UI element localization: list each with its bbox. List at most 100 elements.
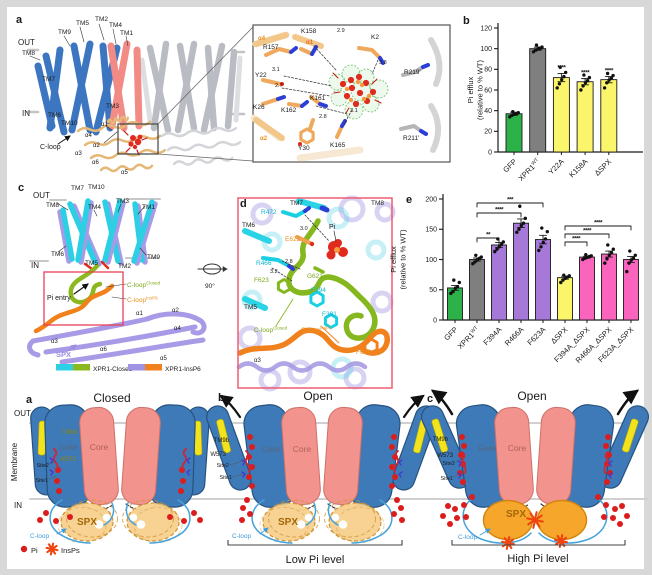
c-loop-closed-label: C-loopClosed	[254, 326, 288, 335]
inset-alpha2-label: α2	[260, 136, 268, 142]
chart-e-artwork: 0 50 100 150 200 Pi efflux (relative to % WT) G…	[390, 194, 639, 365]
open-title-c: Open	[517, 389, 546, 403]
tm8-label: TM8	[22, 50, 35, 57]
inset-alpha1-label: α1	[306, 40, 314, 46]
site2-label-c: Site2	[442, 461, 455, 467]
svg-text:(relative to % WT): (relative to % WT)	[399, 229, 408, 290]
svg-text:**: **	[486, 232, 491, 239]
tm5-label: TM5	[76, 20, 89, 27]
inset-r219-label: R219'	[404, 69, 421, 76]
svg-text:100: 100	[425, 257, 437, 264]
dist-2-8: 2.8	[285, 259, 293, 265]
tm6-label: TM6	[242, 222, 255, 229]
f394-label: F394	[311, 287, 326, 294]
c-loop-insp6-base: C-loop	[301, 327, 321, 334]
gate-label-c: Gate	[478, 443, 497, 453]
f623-insp6-label: F623	[356, 349, 371, 356]
legend-swatch-orange	[145, 364, 162, 371]
inset-r157-label: R157	[263, 44, 279, 51]
legend-xpr1-insp6: XPR1-InsP6	[165, 366, 201, 373]
membrane-label: Membrane	[10, 442, 19, 481]
svg-text:****: ****	[605, 68, 614, 75]
svg-text:(relative to % WT): (relative to % WT)	[476, 59, 485, 120]
closed-title: Closed	[93, 391, 130, 405]
tm10-label: TM10	[61, 120, 78, 127]
alpha1-label: α1	[101, 122, 108, 128]
panel-c-letter: c	[18, 182, 24, 194]
r466-label: R466	[256, 260, 272, 267]
panel-a-letter: a	[16, 14, 23, 26]
spx-label-a: SPX	[77, 517, 97, 528]
tm7-label: TM7	[290, 200, 303, 207]
alpha2-label: α2	[93, 143, 100, 149]
alpha2-label: α2	[172, 308, 179, 314]
model-c-letter: c	[427, 393, 433, 405]
panel-d-letter: d	[240, 198, 247, 210]
svg-text:Pi efflux: Pi efflux	[466, 76, 475, 103]
inset-k162-label: K162	[281, 107, 297, 114]
pi-entry-label: Pi entry	[47, 295, 71, 302]
c-loop-insp6-sup: InsP6	[320, 326, 332, 331]
svg-text:200: 200	[425, 196, 437, 203]
w573-label-c: W573	[437, 453, 453, 459]
svg-text:GFP: GFP	[501, 157, 518, 174]
g621-label: G621	[307, 273, 323, 280]
inset-dist-2-7: 2.7	[275, 83, 283, 89]
w573-label-b: W573	[210, 452, 226, 458]
inset-dist-3-1a: 3.1	[272, 67, 280, 73]
svg-text:****: ****	[581, 70, 590, 77]
gate-label-b: Gate	[262, 444, 281, 454]
svg-text:****: ****	[594, 220, 603, 227]
panel-d-zoom: d TM7 TM8 TM6 TM5 R472 3.0 Pi E622 R466 …	[236, 195, 396, 392]
rotation-90-label: 90°	[205, 282, 215, 290]
inset-alpha4-label: α4	[258, 36, 266, 42]
svg-text:****: ****	[495, 207, 504, 214]
inset-k165-label: K165	[330, 142, 346, 149]
tm4-label: TM4	[88, 204, 101, 211]
e622-label: E622	[285, 236, 301, 243]
legend-swatch-green	[73, 364, 90, 371]
legend-swatch-cyan	[56, 364, 73, 371]
svg-text:50: 50	[429, 287, 437, 294]
alpha6-label: α6	[100, 347, 107, 353]
tm7-label: TM7	[42, 76, 55, 83]
site1-label-a: Site1	[35, 478, 48, 484]
tm3-label: TM3	[106, 103, 119, 110]
svg-text:0: 0	[488, 149, 492, 156]
inset-y30-label: Y30	[298, 145, 310, 152]
core-label-a: Core	[90, 442, 109, 452]
spx-label-c: SPX	[506, 509, 526, 520]
spx-label-b: SPX	[278, 517, 298, 528]
model-row: a Closed OUT IN Membrane TM9b Gate Core …	[10, 389, 650, 566]
tm3-label: TM3	[116, 198, 129, 205]
tm9b-label-a: TM9b	[62, 430, 78, 436]
inset-r211-label: R211'	[403, 135, 419, 142]
svg-text:****: ****	[557, 64, 566, 71]
high-pi-level-label: High Pi level	[507, 553, 568, 565]
tm9-label: TM9	[58, 29, 71, 36]
alpha6-label: α6	[92, 160, 99, 166]
c-loop-label-a: C-loop	[30, 533, 50, 540]
svg-text:Pi efflux: Pi efflux	[390, 246, 398, 273]
tm2-label: TM2	[95, 16, 108, 23]
panel-b-letter: b	[463, 15, 470, 27]
c-loop-insp6-sup: InsP6	[146, 296, 158, 301]
c-loop-closed-label: C-loopClosed	[127, 281, 161, 290]
tm8-label: TM8	[46, 202, 59, 209]
out-label: OUT	[33, 191, 50, 200]
alpha5-label: α5	[121, 170, 128, 176]
model-artwork	[20, 389, 650, 556]
panel-a-structure: a OUT IN TM5 TM2 TM4 TM9 TM1 TM8 TM7 TM3…	[16, 14, 451, 176]
alpha3-label: α3	[75, 151, 82, 157]
f623-closed-label: F623	[254, 277, 269, 284]
low-pi-level-label: Low Pi level	[286, 554, 345, 566]
site1-label-b: Site1	[219, 475, 232, 481]
tm6-label: TM6	[51, 251, 64, 258]
panel-e-chart: 0 50 100 150 200 Pi efflux (relative to % WT) G…	[390, 194, 639, 365]
svg-text:GFP: GFP	[442, 325, 459, 342]
svg-text:F623A: F623A	[525, 325, 547, 347]
insp6-zoom-box	[117, 123, 159, 155]
in-label: IN	[14, 501, 22, 510]
tm1-label: TM1	[120, 30, 133, 37]
